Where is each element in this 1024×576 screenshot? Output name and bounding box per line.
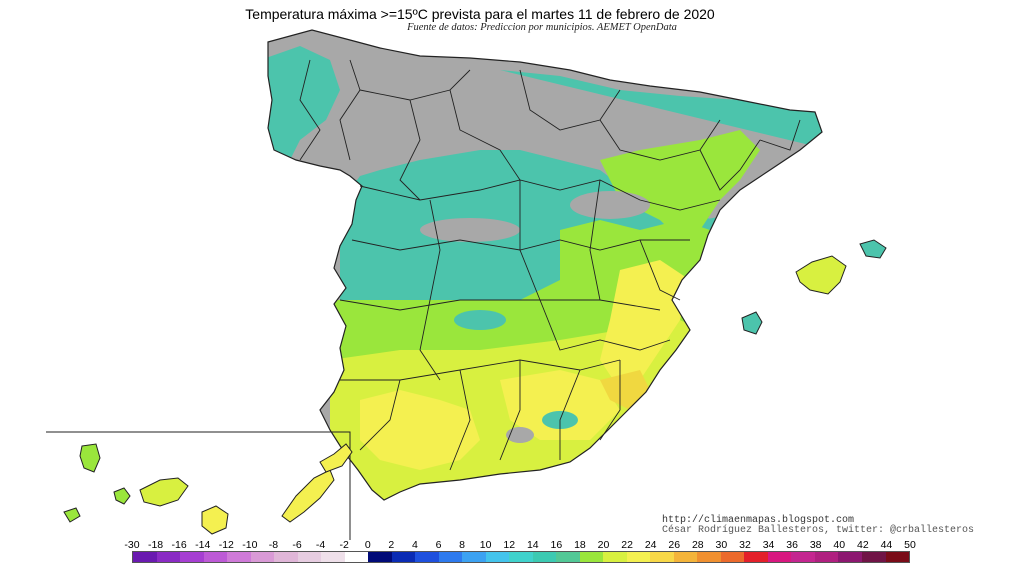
legend-swatch	[227, 552, 251, 562]
legend-label: 10	[479, 539, 492, 551]
legend-swatch	[344, 552, 369, 562]
legend-swatch	[250, 552, 275, 562]
legend-label: 22	[621, 539, 633, 551]
legend-label: 20	[597, 539, 610, 551]
legend-label: 50	[904, 539, 916, 551]
legend-label: 40	[833, 539, 846, 551]
province-borders	[299, 59, 801, 471]
legend-label: -14	[195, 539, 211, 551]
credit-author: César Rodríguez Ballesteros, twitter: @c…	[662, 525, 975, 536]
map-subtitle: Fuente de datos: Prediccion por municipi…	[407, 22, 677, 33]
legend-label: 18	[574, 539, 586, 551]
legend-label: 24	[644, 539, 657, 551]
legend-swatch	[838, 552, 862, 562]
legend-label: -2	[339, 539, 349, 551]
legend-label: 16	[550, 539, 563, 551]
legend-labels: -30 -18 -16 -14 -12 -10 -8 -6 -4 -2 0 2 4 6 8 10 12 14 16 1…	[124, 539, 915, 551]
legend-label: -16	[171, 539, 187, 551]
legend-swatch	[814, 552, 839, 562]
legend-label: 42	[857, 539, 869, 551]
legend-label: 8	[459, 539, 465, 551]
legend-label: 30	[715, 539, 728, 551]
balearic-islands	[741, 239, 887, 335]
legend-label: 0	[364, 539, 371, 551]
legend-swatch	[673, 552, 698, 562]
legend-label: -8	[268, 539, 279, 551]
legend-label: 32	[739, 539, 751, 551]
legend-swatch	[438, 552, 463, 562]
legend-swatch	[650, 552, 674, 562]
map-title: Temperatura máxima >=15ºC prevista para …	[245, 6, 715, 22]
legend-color-bar	[132, 551, 910, 563]
legend-swatch	[509, 552, 533, 562]
legend-swatch	[462, 552, 486, 562]
legend-swatch	[626, 552, 651, 562]
legend-swatch	[767, 552, 792, 562]
legend-label: -4	[315, 539, 326, 551]
legend-swatch	[697, 552, 721, 562]
legend-swatch	[321, 552, 345, 562]
legend-label: 4	[411, 539, 418, 551]
legend-swatch	[603, 552, 627, 562]
legend-label: 44	[880, 539, 893, 551]
legend-swatch	[274, 552, 298, 562]
spain-coastline	[267, 29, 823, 501]
legend-label: -10	[242, 539, 258, 551]
legend-swatch	[391, 552, 416, 562]
legend-label: 28	[691, 539, 704, 551]
legend-label: 6	[435, 539, 442, 551]
legend-label: 26	[668, 539, 681, 551]
legend-label: 34	[762, 539, 775, 551]
legend-swatch	[861, 552, 886, 562]
legend-swatch	[791, 552, 815, 562]
legend-swatch	[556, 552, 580, 562]
legend-swatch	[744, 552, 768, 562]
credit-url: http://climaenmapas.blogspot.com	[662, 515, 855, 526]
legend-swatch	[203, 552, 228, 562]
legend-swatch	[368, 552, 392, 562]
legend-label: 12	[503, 539, 516, 551]
legend-swatch	[156, 552, 181, 562]
legend-label: -30	[124, 539, 140, 551]
legend-label: 14	[526, 539, 539, 551]
legend-label: 38	[809, 539, 822, 551]
legend-label: 2	[388, 539, 395, 551]
legend-swatch	[297, 552, 322, 562]
legend-swatch	[180, 552, 204, 562]
legend-label: -12	[218, 539, 234, 551]
legend-swatch	[885, 552, 910, 562]
legend-swatch	[579, 552, 604, 562]
canary-inset-frame	[46, 431, 351, 540]
canary-islands	[63, 443, 353, 535]
legend-swatch	[133, 552, 157, 562]
legend-swatch	[720, 552, 745, 562]
legend-label: -18	[147, 539, 164, 551]
legend-label: -6	[292, 539, 302, 551]
legend-swatch	[532, 552, 557, 562]
legend-swatch	[485, 552, 510, 562]
legend-label: 36	[786, 539, 798, 551]
legend-swatch	[415, 552, 439, 562]
